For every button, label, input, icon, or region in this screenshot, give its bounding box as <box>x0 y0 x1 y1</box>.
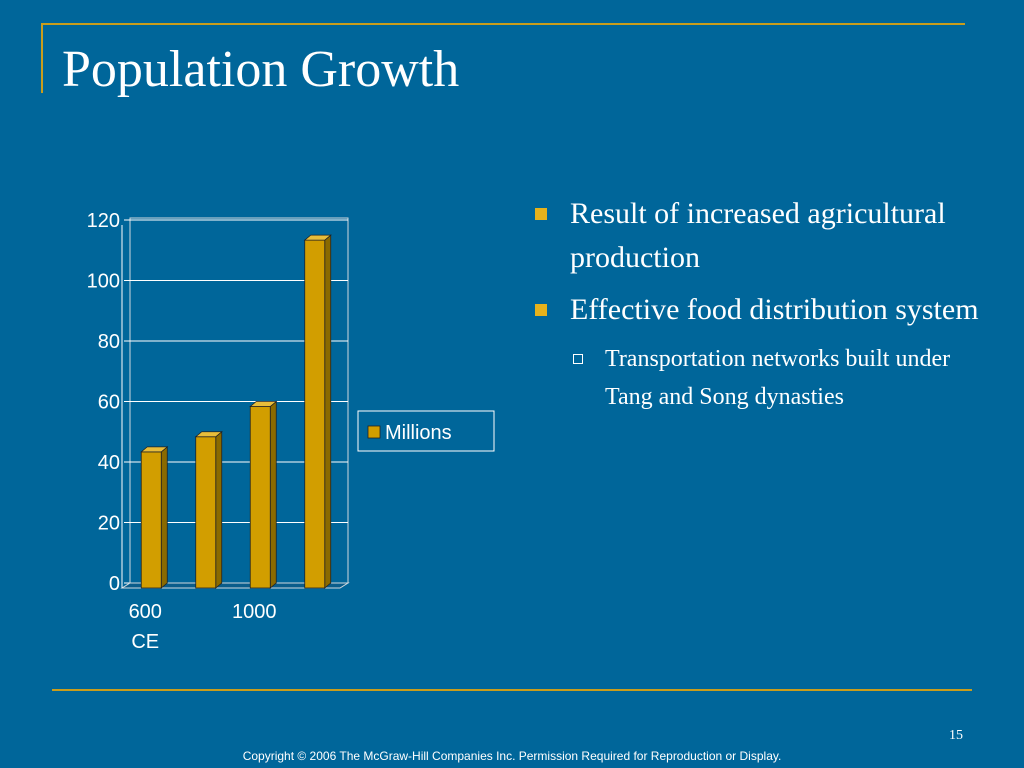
legend-label: Millions <box>385 422 452 444</box>
bar <box>249 406 271 589</box>
square-bullet-icon <box>535 304 547 316</box>
square-bullet-icon <box>535 208 547 220</box>
frame-top-rule <box>41 23 965 25</box>
hollow-square-bullet-icon <box>573 354 583 364</box>
x-tick-label: 1000 <box>232 601 277 623</box>
bullet-item: Effective food distribution system <box>530 288 980 332</box>
bar-side <box>269 400 277 589</box>
y-tick-label: 40 <box>98 452 120 474</box>
bar <box>195 436 217 589</box>
bar-side <box>215 430 223 589</box>
y-tick-label: 20 <box>98 513 120 535</box>
y-tick-label: 120 <box>87 210 120 232</box>
legend-box <box>357 410 495 452</box>
bar-top <box>140 446 169 453</box>
bullet-item: Result of increased agricultural product… <box>530 192 980 280</box>
bullet-text: Result of increased agricultural product… <box>570 197 946 274</box>
population-chart: 0 20 40 60 80 100 120 600 CE 1000 Millions <box>50 190 510 670</box>
chart-svg: 0 20 40 60 80 100 120 600 CE 1000 Millions <box>87 210 495 653</box>
y-tick-label: 60 <box>98 392 120 414</box>
legend-swatch <box>367 425 381 439</box>
y-tick-label: 0 <box>109 573 120 595</box>
frame-left-rule <box>41 23 43 93</box>
bar-side <box>324 234 332 589</box>
slide-title: Population Growth <box>62 41 460 98</box>
bullet-list: Result of increased agricultural product… <box>530 192 980 416</box>
y-tick-label: 100 <box>87 271 120 293</box>
sub-bullet-text: Transportation networks built under Tang… <box>605 346 951 410</box>
y-tick-label: 80 <box>98 331 120 353</box>
x-tick-label: 600 <box>129 601 162 623</box>
bar-top <box>249 401 278 407</box>
sub-bullet-item: Transportation networks built under Tang… <box>530 340 980 416</box>
bar-top <box>303 234 332 241</box>
bullet-text: Effective food distribution system <box>570 293 979 326</box>
footer-rule <box>52 689 972 691</box>
bar-top <box>194 431 223 438</box>
copyright-notice: Copyright © 2006 The McGraw-Hill Compani… <box>242 749 782 763</box>
bar <box>304 239 326 589</box>
bar <box>140 451 162 589</box>
bar-side <box>160 446 168 589</box>
page-number: 15 <box>949 728 963 743</box>
x-tick-label: CE <box>131 631 159 653</box>
